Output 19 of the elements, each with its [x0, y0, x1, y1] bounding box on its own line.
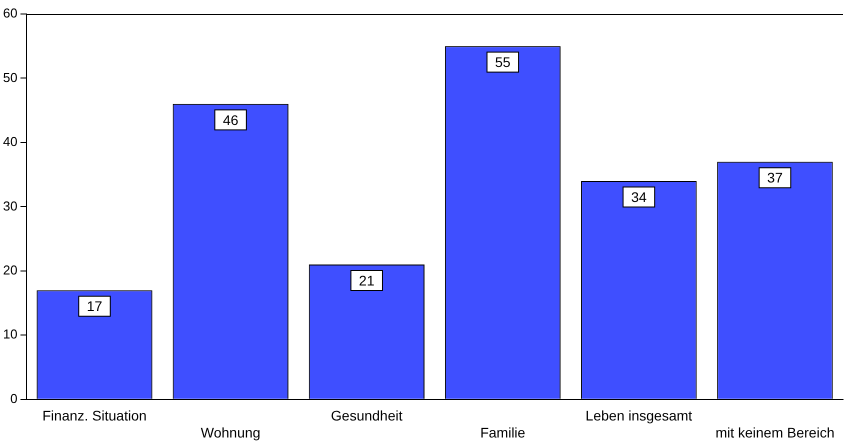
data-label: 46: [222, 112, 239, 128]
data-label: 17: [86, 298, 102, 314]
x-tick-label: Familie: [480, 424, 526, 440]
data-label: 55: [494, 54, 511, 70]
x-tick-label: mit keinem Bereich: [715, 424, 834, 440]
y-tick-label: 40: [2, 134, 18, 150]
y-tick-label: 30: [2, 198, 18, 214]
x-tick-label: Leben insgesamt: [586, 408, 692, 424]
y-tick-label: 50: [2, 70, 18, 85]
y-tick-label: 60: [2, 6, 18, 21]
data-label: 21: [358, 272, 375, 288]
data-label: 34: [631, 188, 647, 205]
y-tick-label: 10: [2, 326, 18, 342]
x-tick-label: Gesundheit: [330, 408, 403, 424]
y-tick-label: 0: [10, 390, 18, 406]
data-label: 37: [767, 170, 783, 186]
x-tick-label: Wohnung: [200, 424, 260, 440]
x-tick-label: Finanz. Situation: [42, 408, 147, 424]
y-tick-label: 20: [2, 262, 18, 278]
